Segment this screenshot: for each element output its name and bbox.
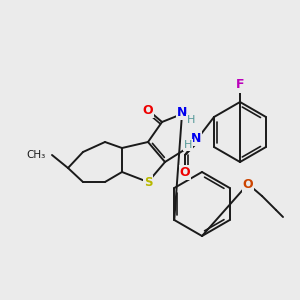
Text: F: F	[236, 79, 244, 92]
Text: CH₃: CH₃	[27, 150, 46, 160]
Text: O: O	[243, 178, 253, 190]
Text: O: O	[143, 103, 153, 116]
Text: H: H	[187, 115, 195, 125]
Text: H: H	[184, 140, 192, 150]
Text: S: S	[144, 176, 152, 188]
Text: N: N	[191, 131, 201, 145]
Text: O: O	[180, 166, 190, 178]
Text: N: N	[177, 106, 187, 118]
